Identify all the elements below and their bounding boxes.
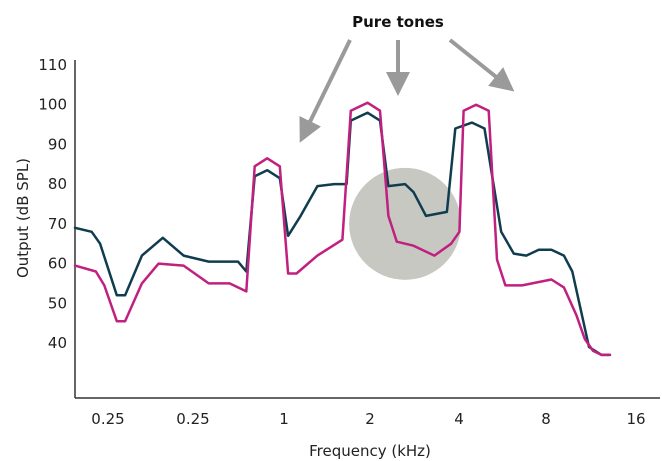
x-tick-label: 2 — [365, 410, 375, 428]
x-tick-label: 1 — [279, 410, 289, 428]
series-line-1 — [73, 111, 612, 357]
y-tick-label: 60 — [48, 255, 67, 273]
highlight-region — [349, 167, 462, 280]
x-tick-label: 0.25 — [176, 410, 209, 428]
x-tick-label: 16 — [626, 410, 645, 428]
series-group — [73, 101, 612, 357]
x-tick-labels: 0.25 0.25 1 2 4 8 16 — [91, 410, 645, 428]
x-tick-label: 4 — [454, 410, 464, 428]
y-tick-label: 110 — [38, 56, 67, 74]
y-tick-label: 70 — [48, 215, 67, 233]
annotation-label: Pure tones — [352, 13, 444, 31]
highlight-circle — [349, 167, 462, 280]
x-tick-label: 8 — [541, 410, 551, 428]
x-tick-label: 0.25 — [91, 410, 124, 428]
y-tick-label: 40 — [48, 334, 67, 352]
x-axis-label: Frequency (kHz) — [309, 442, 431, 460]
pure-tones-annotation: Pure tones — [299, 13, 515, 143]
y-tick-label: 50 — [48, 294, 67, 312]
y-tick-labels: 110 100 90 80 70 60 50 40 — [38, 56, 67, 352]
y-tick-label: 90 — [48, 135, 67, 153]
annotation-arrow — [448, 38, 515, 92]
annotation-arrow — [299, 39, 352, 143]
y-tick-label: 80 — [48, 175, 67, 193]
series-line-2 — [73, 101, 612, 357]
y-tick-label: 100 — [38, 96, 67, 114]
y-axis-label: Output (dB SPL) — [14, 158, 32, 278]
